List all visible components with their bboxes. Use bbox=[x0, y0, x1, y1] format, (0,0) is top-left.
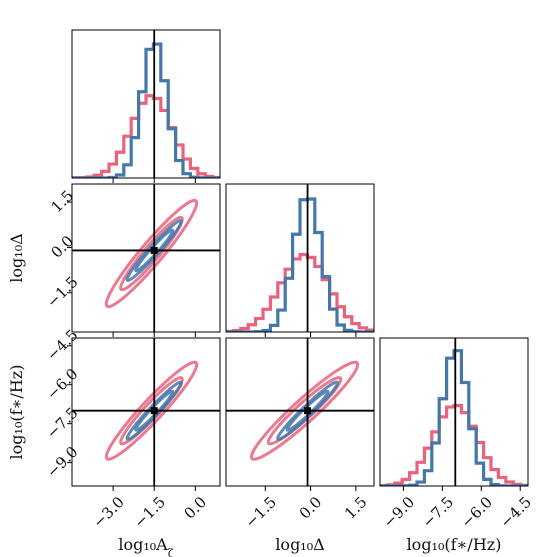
contour-series-1-level-0 bbox=[134, 389, 175, 432]
contour-panel-log10_A_zeta-vs-log10_f_star bbox=[72, 338, 220, 486]
x-tick-label-log10_f_star: −9.0 bbox=[380, 493, 418, 531]
y-tick-label-log10_f_star: −9.0 bbox=[43, 443, 81, 481]
contour-series-0-level-1 bbox=[249, 360, 360, 461]
x-axis-label-subscript: ζ bbox=[168, 547, 174, 557]
x-tick-label-log10_Delta: 1.5 bbox=[341, 493, 371, 523]
histogram-series-0-log10_Delta bbox=[226, 253, 374, 332]
contour-series-1-level-0 bbox=[285, 389, 330, 432]
y-tick-label-log10_Delta: 0.0 bbox=[47, 232, 77, 262]
contour-series-1-level-0 bbox=[134, 228, 175, 273]
x-tick-label-log10_A_zeta: −1.5 bbox=[130, 493, 168, 531]
panel-frame bbox=[225, 183, 375, 333]
x-axis-label-log10_A_zeta: log₁₀Aζ bbox=[118, 535, 173, 557]
y-tick-label-log10_f_star: −7.5 bbox=[43, 404, 81, 442]
x-tick-label-log10_Delta: −1.5 bbox=[242, 493, 280, 531]
contour-panel-log10_A_zeta-vs-log10_Delta bbox=[72, 184, 220, 332]
panel-frame bbox=[71, 183, 221, 333]
y-tick-label-log10_f_star: −6.0 bbox=[43, 365, 81, 403]
contour-series-1-level-1 bbox=[276, 380, 339, 441]
x-axis-label-log10_Delta: log₁₀Δ bbox=[275, 535, 324, 554]
histogram-series-1-log10_f_star bbox=[380, 349, 528, 486]
histogram-panel-log10_f_star bbox=[380, 338, 528, 486]
x-tick-label-log10_f_star: −4.5 bbox=[496, 493, 534, 531]
contour-series-1-level-1 bbox=[125, 380, 183, 441]
y-axis-label-log10_f_star: log₁₀(f∗/Hz) bbox=[7, 365, 26, 460]
y-axis-label-log10_Delta: log₁₀Δ bbox=[7, 233, 26, 282]
histogram-series-0-log10_f_star bbox=[380, 403, 528, 486]
y-tick-label-log10_Delta: −1.5 bbox=[43, 273, 81, 311]
histogram-series-0-log10_A_zeta bbox=[72, 94, 220, 178]
panel-frame bbox=[379, 337, 529, 487]
x-tick-label-log10_f_star: −7.5 bbox=[419, 493, 457, 531]
contour-series-0-level-1 bbox=[104, 198, 199, 309]
x-tick-label-log10_A_zeta: 0.0 bbox=[180, 493, 210, 523]
truth-marker bbox=[150, 407, 158, 415]
histogram-series-1-log10_Delta bbox=[226, 197, 374, 332]
histogram-panel-log10_A_zeta bbox=[72, 30, 220, 178]
contour-series-0-level-1 bbox=[104, 360, 199, 461]
panel-frame bbox=[225, 337, 375, 487]
panel-frame bbox=[71, 29, 221, 179]
panel-frame bbox=[71, 337, 221, 487]
truth-marker bbox=[150, 246, 158, 254]
y-tick-label-log10_Delta: 1.5 bbox=[47, 187, 77, 217]
histogram-panel-log10_Delta bbox=[226, 184, 374, 332]
contour-panel-log10_Delta-vs-log10_f_star bbox=[226, 338, 374, 486]
contour-series-1-level-1 bbox=[125, 219, 183, 282]
x-tick-label-log10_f_star: −6.0 bbox=[458, 493, 496, 531]
histogram-series-1-log10_A_zeta bbox=[72, 42, 220, 178]
x-tick-label-log10_A_zeta: −3.0 bbox=[89, 493, 127, 531]
x-axis-label-log10_f_star: log₁₀(f∗/Hz) bbox=[407, 535, 502, 554]
x-tick-label-log10_Delta: 0.0 bbox=[296, 493, 326, 523]
truth-marker bbox=[304, 407, 312, 415]
